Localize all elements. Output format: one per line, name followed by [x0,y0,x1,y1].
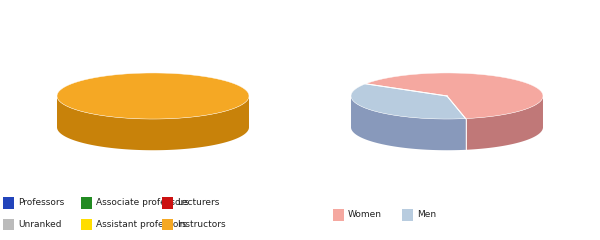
Text: Professors: Professors [18,198,64,207]
Bar [333,209,344,221]
Polygon shape [57,73,249,119]
Polygon shape [57,96,249,150]
Bar [162,219,173,230]
Bar [162,197,173,209]
Text: Unranked: Unranked [18,220,62,229]
Bar [3,197,14,209]
Bar [3,219,14,230]
Polygon shape [365,73,543,119]
Polygon shape [351,96,466,150]
Text: Women: Women [348,210,382,219]
Bar [81,197,92,209]
Polygon shape [466,96,543,150]
Bar [402,209,413,221]
Text: Lecturers: Lecturers [177,198,220,207]
Text: Associate professors: Associate professors [96,198,189,207]
Text: Instructors: Instructors [177,220,226,229]
Text: Assistant professors: Assistant professors [96,220,187,229]
Text: Men: Men [417,210,436,219]
Polygon shape [351,84,466,119]
Bar [81,219,92,230]
